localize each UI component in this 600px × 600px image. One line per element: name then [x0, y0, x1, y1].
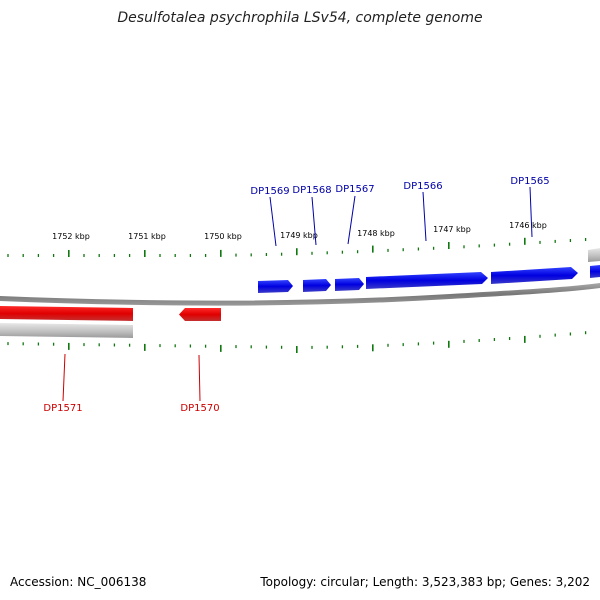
gene-label-dp1566[interactable]: DP1566: [403, 181, 442, 192]
gene-arrow-partial-right: [590, 265, 600, 278]
scale-label: 1752 kbp: [52, 232, 90, 241]
outer-tick-ring: [7, 237, 587, 257]
gene-arrow-dp1569[interactable]: [258, 280, 293, 293]
accession-label: Accession: NC_006138: [10, 575, 147, 589]
gene-label-dp1571[interactable]: DP1571: [43, 403, 82, 414]
gene-label-dp1565[interactable]: DP1565: [510, 176, 549, 187]
scale-labels: 1752 kbp 1751 kbp 1750 kbp 1749 kbp 1748…: [52, 221, 547, 241]
gene-label-dp1568[interactable]: DP1568: [292, 185, 331, 196]
gene-arrow-dp1567[interactable]: [335, 278, 364, 291]
scale-label: 1746 kbp: [509, 221, 547, 230]
reverse-gene-labels: DP1571 DP1570: [43, 353, 220, 414]
gene-label-dp1570[interactable]: DP1570: [180, 403, 219, 414]
gene-arrow-dp1566[interactable]: [366, 272, 488, 289]
gene-arrow-dp1565[interactable]: [491, 267, 578, 284]
scale-label: 1750 kbp: [204, 232, 242, 241]
gene-arrow-dp1568[interactable]: [303, 279, 331, 292]
gene-arrow-dp1571[interactable]: [0, 306, 133, 321]
genome-summary: Topology: circular; Length: 3,523,383 bp…: [260, 575, 590, 589]
gene-label-dp1567[interactable]: DP1567: [335, 184, 374, 195]
feature-grey-right: [588, 248, 600, 262]
genome-backbone: [0, 283, 600, 306]
scale-label: 1747 kbp: [433, 225, 471, 234]
scale-label: 1751 kbp: [128, 232, 166, 241]
feature-grey-left: [0, 323, 133, 338]
genome-title: Desulfotalea psychrophila LSv54, complet…: [117, 10, 483, 26]
forward-gene-labels: DP1569 DP1568 DP1567 DP1566 DP1565: [250, 176, 550, 247]
gene-arrow-dp1570[interactable]: [179, 308, 221, 321]
inner-tick-ring: [7, 331, 587, 353]
scale-label: 1748 kbp: [357, 229, 395, 238]
gene-label-dp1569[interactable]: DP1569: [250, 186, 289, 197]
scale-label: 1749 kbp: [280, 231, 318, 240]
